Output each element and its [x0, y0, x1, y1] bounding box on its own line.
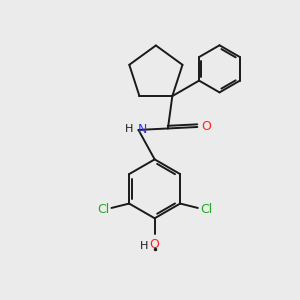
Text: O: O	[150, 238, 160, 251]
Text: Cl: Cl	[200, 203, 212, 216]
Text: H: H	[140, 241, 148, 251]
Text: N: N	[138, 123, 147, 136]
Text: O: O	[201, 121, 211, 134]
Text: H: H	[125, 124, 133, 134]
Text: Cl: Cl	[97, 203, 109, 216]
